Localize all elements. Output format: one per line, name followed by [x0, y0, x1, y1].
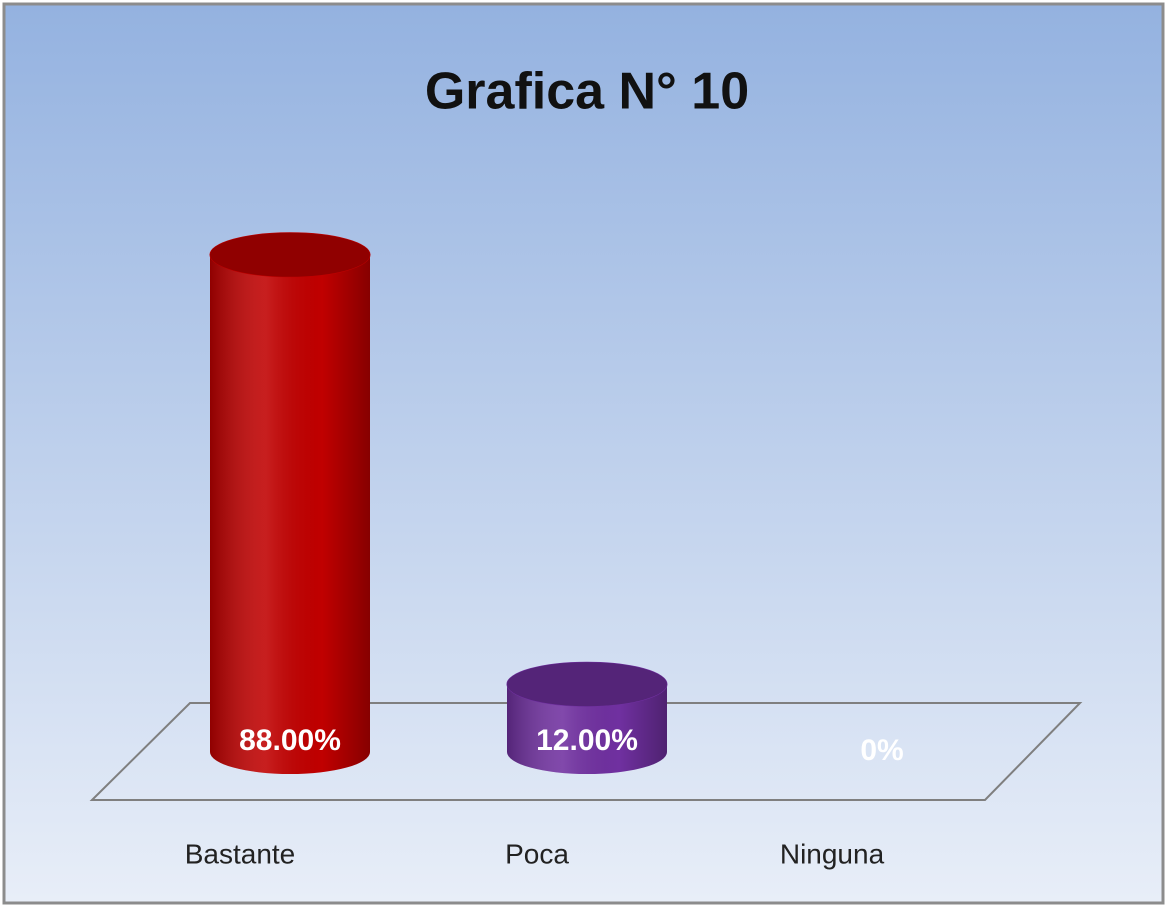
bar-top-shade: [507, 662, 667, 707]
bar-top: [209, 232, 371, 278]
bar-top: [506, 661, 668, 707]
floor: [89, 702, 1083, 801]
bar-shade: [507, 684, 667, 774]
x-tick-label: Poca: [505, 838, 569, 869]
x-tick-label: Ninguna: [780, 838, 885, 869]
data-label: 12.00%: [536, 724, 638, 757]
data-label: 0%: [860, 734, 903, 767]
bar-shade: [210, 254, 370, 775]
data-label: 88.00%: [239, 724, 341, 757]
chart-title: Grafica N° 10: [425, 63, 749, 121]
bar-top-shade: [210, 232, 370, 277]
x-tick-label: Bastante: [185, 838, 296, 869]
